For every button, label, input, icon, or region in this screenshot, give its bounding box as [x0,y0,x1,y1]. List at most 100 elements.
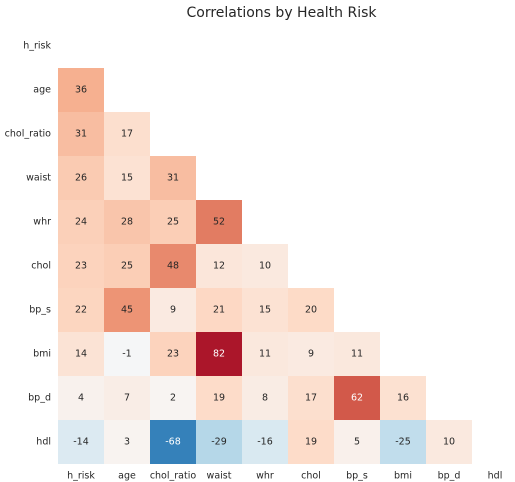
heatmap-cell [104,156,150,200]
heatmap-cell [334,420,380,464]
heatmap-cell-value: 23 [167,349,179,360]
heatmap-cell [196,200,242,244]
column-tick-label: whr [256,471,274,482]
heatmap-cell-value: 26 [75,173,87,184]
heatmap-cell [196,244,242,288]
row-tick-label: bmi [33,349,51,360]
heatmap-cell [104,244,150,288]
heatmap-cell [426,420,472,464]
heatmap-cell-value: 15 [121,173,133,184]
heatmap-cell-value: 19 [213,393,225,404]
heatmap-cell-value: 15 [259,305,271,316]
heatmap-cell-value: 14 [75,349,87,360]
heatmap-cell-value: 17 [121,129,133,140]
row-tick-label: chol_ratio [5,129,52,140]
column-tick-label: bp_s [346,471,368,482]
heatmap-cell-value: 7 [124,393,130,404]
heatmap-cell [150,376,196,420]
heatmap-cell [104,288,150,332]
heatmap-cell-value: 11 [351,349,363,360]
heatmap-cell-value: 31 [75,129,87,140]
heatmap-cell-value: 20 [305,305,317,316]
heatmap-cell-value: -14 [73,437,89,448]
heatmap-cell-value: 10 [443,437,455,448]
heatmap-cell [242,332,288,376]
heatmap-cell-value: 36 [75,85,87,96]
heatmap-cell-value: -1 [122,349,131,360]
heatmap-cell-value: -68 [165,437,181,448]
heatmap-cell [58,244,104,288]
heatmap-cell-value: 16 [397,393,409,404]
heatmap-cell-value: 2 [170,393,176,404]
column-tick-label: h_risk [67,471,95,482]
heatmap-cell-value: 9 [170,305,176,316]
heatmap-cell-value: 23 [75,261,87,272]
heatmap-cell [380,420,426,464]
heatmap-cells [58,68,472,464]
heatmap-cell [104,376,150,420]
heatmap-cell [104,200,150,244]
row-tick-label: bp_s [29,305,51,316]
heatmap-cell [58,156,104,200]
heatmap-cell [150,288,196,332]
heatmap-cell [242,420,288,464]
heatmap-cell-value: -25 [395,437,411,448]
heatmap-cell [380,376,426,420]
heatmap-cell-value: 5 [354,437,360,448]
heatmap-cell [196,332,242,376]
heatmap-cell-value: 11 [259,349,271,360]
heatmap-cell [288,420,334,464]
heatmap-cell-value: 10 [259,261,271,272]
row-tick-label: h_risk [23,41,51,52]
heatmap-cell-value: 82 [213,349,225,360]
heatmap-cell-value: 48 [167,261,179,272]
heatmap-cell-value: 25 [167,217,179,228]
column-tick-label: bp_d [438,471,461,482]
heatmap-cell [104,420,150,464]
row-tick-label: hdl [36,437,51,448]
heatmap-cell [58,68,104,112]
heatmap-cell-value: 28 [121,217,133,228]
heatmap-cell [288,288,334,332]
heatmap-cell [104,332,150,376]
heatmap-cell [150,156,196,200]
heatmap-cell-value: 25 [121,261,133,272]
heatmap-cell [58,332,104,376]
heatmap-cell [58,420,104,464]
column-tick-label: age [118,471,136,482]
heatmap-cell-value: 31 [167,173,179,184]
heatmap-cell-value: 8 [262,393,268,404]
heatmap-cell [104,112,150,156]
row-tick-label: waist [26,173,51,184]
column-tick-label: chol_ratio [150,471,197,482]
heatmap-cell-value: -29 [211,437,227,448]
column-tick-label: hdl [488,471,503,482]
heatmap-cell [58,376,104,420]
heatmap-cell [334,332,380,376]
heatmap-cell [242,376,288,420]
heatmap-cell [334,376,380,420]
row-tick-label: bp_d [28,393,51,404]
heatmap-cell [58,200,104,244]
heatmap-cell-value: 3 [124,437,130,448]
heatmap-cell-value: 19 [305,437,317,448]
heatmap-cell-value: 62 [351,393,363,404]
heatmap-cell [196,288,242,332]
column-tick-label: bmi [394,471,412,482]
heatmap-cell [150,244,196,288]
heatmap-cell-value: 12 [213,261,225,272]
heatmap-cell-value: 45 [121,305,133,316]
heatmap-cell-value: 9 [308,349,314,360]
heatmap-cell-value: 22 [75,305,87,316]
column-tick-label: waist [207,471,232,482]
heatmap-cell-value: -16 [257,437,273,448]
heatmap-cell [242,288,288,332]
heatmap-cell [150,200,196,244]
heatmap-cell-value: 21 [213,305,225,316]
row-tick-label: age [33,85,51,96]
heatmap-cell-value: 17 [305,393,317,404]
row-tick-label: chol [31,261,51,272]
